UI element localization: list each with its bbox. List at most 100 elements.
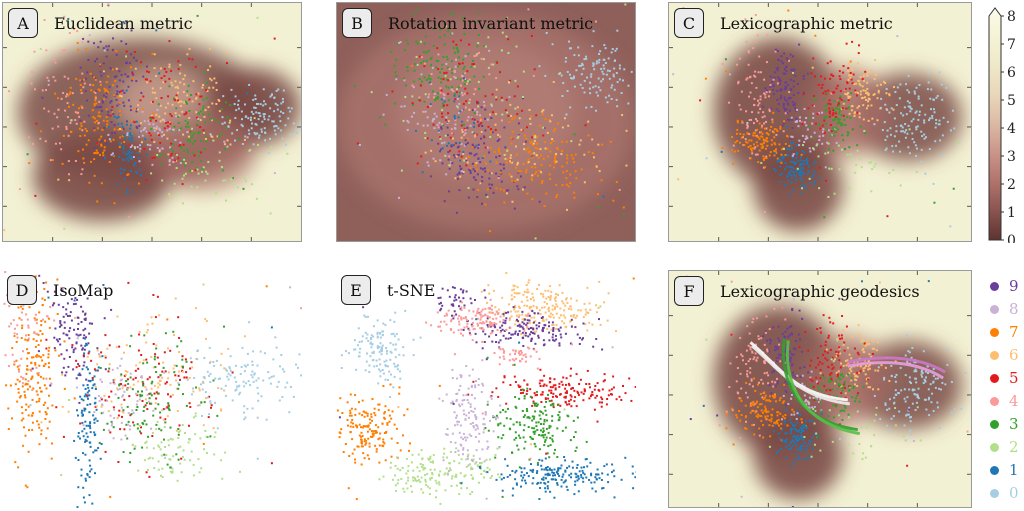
point-class-8 xyxy=(803,141,806,144)
point-class-5 xyxy=(202,129,205,132)
point-class-5 xyxy=(210,404,213,407)
point-class-3 xyxy=(505,417,508,420)
point-class-6 xyxy=(205,337,207,340)
point-class-4 xyxy=(4,271,7,273)
point-class-5 xyxy=(570,405,573,408)
point-class-2 xyxy=(173,182,176,185)
point-class-7 xyxy=(92,116,95,119)
point-class-3 xyxy=(191,134,194,137)
point-class-1 xyxy=(86,474,89,477)
point-class-0 xyxy=(256,416,259,419)
point-class-7 xyxy=(761,135,764,138)
point-class-8 xyxy=(456,97,459,100)
point-class-0 xyxy=(289,386,292,388)
point-class-5 xyxy=(178,337,181,339)
point-class-5 xyxy=(199,95,202,98)
point-class-8 xyxy=(273,172,276,175)
point-class-5 xyxy=(542,134,545,137)
point-class-0 xyxy=(251,360,254,363)
point-class-2 xyxy=(150,172,153,175)
point-class-8 xyxy=(812,116,815,119)
point-class-2 xyxy=(171,471,174,474)
point-class-8 xyxy=(101,380,103,383)
point-class-0 xyxy=(387,365,389,368)
point-class-4 xyxy=(503,357,506,360)
point-class-5 xyxy=(154,353,157,356)
point-class-6 xyxy=(202,424,205,427)
point-class-6 xyxy=(850,109,853,112)
point-class-0 xyxy=(279,110,282,113)
point-class-9 xyxy=(454,294,457,297)
point-class-4 xyxy=(746,125,749,128)
point-class-9 xyxy=(459,307,462,310)
point-class-7 xyxy=(42,377,45,380)
point-class-6 xyxy=(534,135,537,138)
point-class-7 xyxy=(109,495,112,498)
point-class-6 xyxy=(555,312,558,315)
point-class-0 xyxy=(894,90,897,93)
point-class-3 xyxy=(834,110,837,113)
point-class-7 xyxy=(43,299,46,301)
point-class-8 xyxy=(813,148,816,151)
point-class-8 xyxy=(490,104,493,107)
point-class-6 xyxy=(866,81,869,84)
point-class-2 xyxy=(165,454,168,456)
point-class-2 xyxy=(424,93,427,96)
point-class-1 xyxy=(77,486,80,489)
point-class-3 xyxy=(133,447,136,450)
point-class-2 xyxy=(827,151,830,154)
point-class-7 xyxy=(41,333,44,335)
point-class-7 xyxy=(762,138,765,141)
point-class-6 xyxy=(518,314,521,317)
point-class-4 xyxy=(757,111,760,114)
point-class-8 xyxy=(163,371,166,374)
point-class-5 xyxy=(137,367,140,370)
point-class-5 xyxy=(273,37,276,40)
point-class-1 xyxy=(131,151,134,154)
point-class-6 xyxy=(513,296,516,298)
point-class-8 xyxy=(482,100,485,103)
point-class-5 xyxy=(151,100,154,103)
point-class-4 xyxy=(450,320,453,323)
point-class-6 xyxy=(509,160,512,163)
point-class-7 xyxy=(553,127,556,130)
point-class-2 xyxy=(957,141,960,144)
point-class-9 xyxy=(455,313,458,316)
point-class-6 xyxy=(512,284,515,287)
point-class-3 xyxy=(502,434,505,437)
point-class-4 xyxy=(536,367,539,370)
point-class-0 xyxy=(602,58,605,61)
point-class-2 xyxy=(197,172,200,175)
point-class-0 xyxy=(371,343,374,346)
point-class-9 xyxy=(79,66,82,69)
point-class-3 xyxy=(129,376,132,379)
point-class-0 xyxy=(934,126,937,129)
point-class-3 xyxy=(523,397,526,400)
point-class-4 xyxy=(423,62,426,65)
point-class-0 xyxy=(247,380,250,383)
point-class-0 xyxy=(298,122,301,125)
point-class-9 xyxy=(451,314,453,317)
point-class-5 xyxy=(549,386,552,389)
point-class-0 xyxy=(402,346,405,349)
point-class-8 xyxy=(137,135,140,138)
point-class-3 xyxy=(427,49,430,52)
point-class-6 xyxy=(514,310,517,313)
point-class-6 xyxy=(192,80,195,83)
point-class-0 xyxy=(246,363,249,366)
point-class-5 xyxy=(442,78,445,81)
point-class-6 xyxy=(106,347,109,350)
point-class-0 xyxy=(385,359,388,362)
point-class-8 xyxy=(110,424,113,427)
point-class-4 xyxy=(53,58,56,61)
point-class-3 xyxy=(548,424,551,427)
point-class-4 xyxy=(425,321,428,324)
point-class-3 xyxy=(181,358,184,361)
point-class-9 xyxy=(793,68,796,71)
point-class-4 xyxy=(430,73,433,75)
point-class-0 xyxy=(256,386,259,389)
point-class-5 xyxy=(580,391,583,394)
point-class-9 xyxy=(509,337,512,339)
point-class-4 xyxy=(45,377,48,380)
point-class-1 xyxy=(786,126,789,129)
